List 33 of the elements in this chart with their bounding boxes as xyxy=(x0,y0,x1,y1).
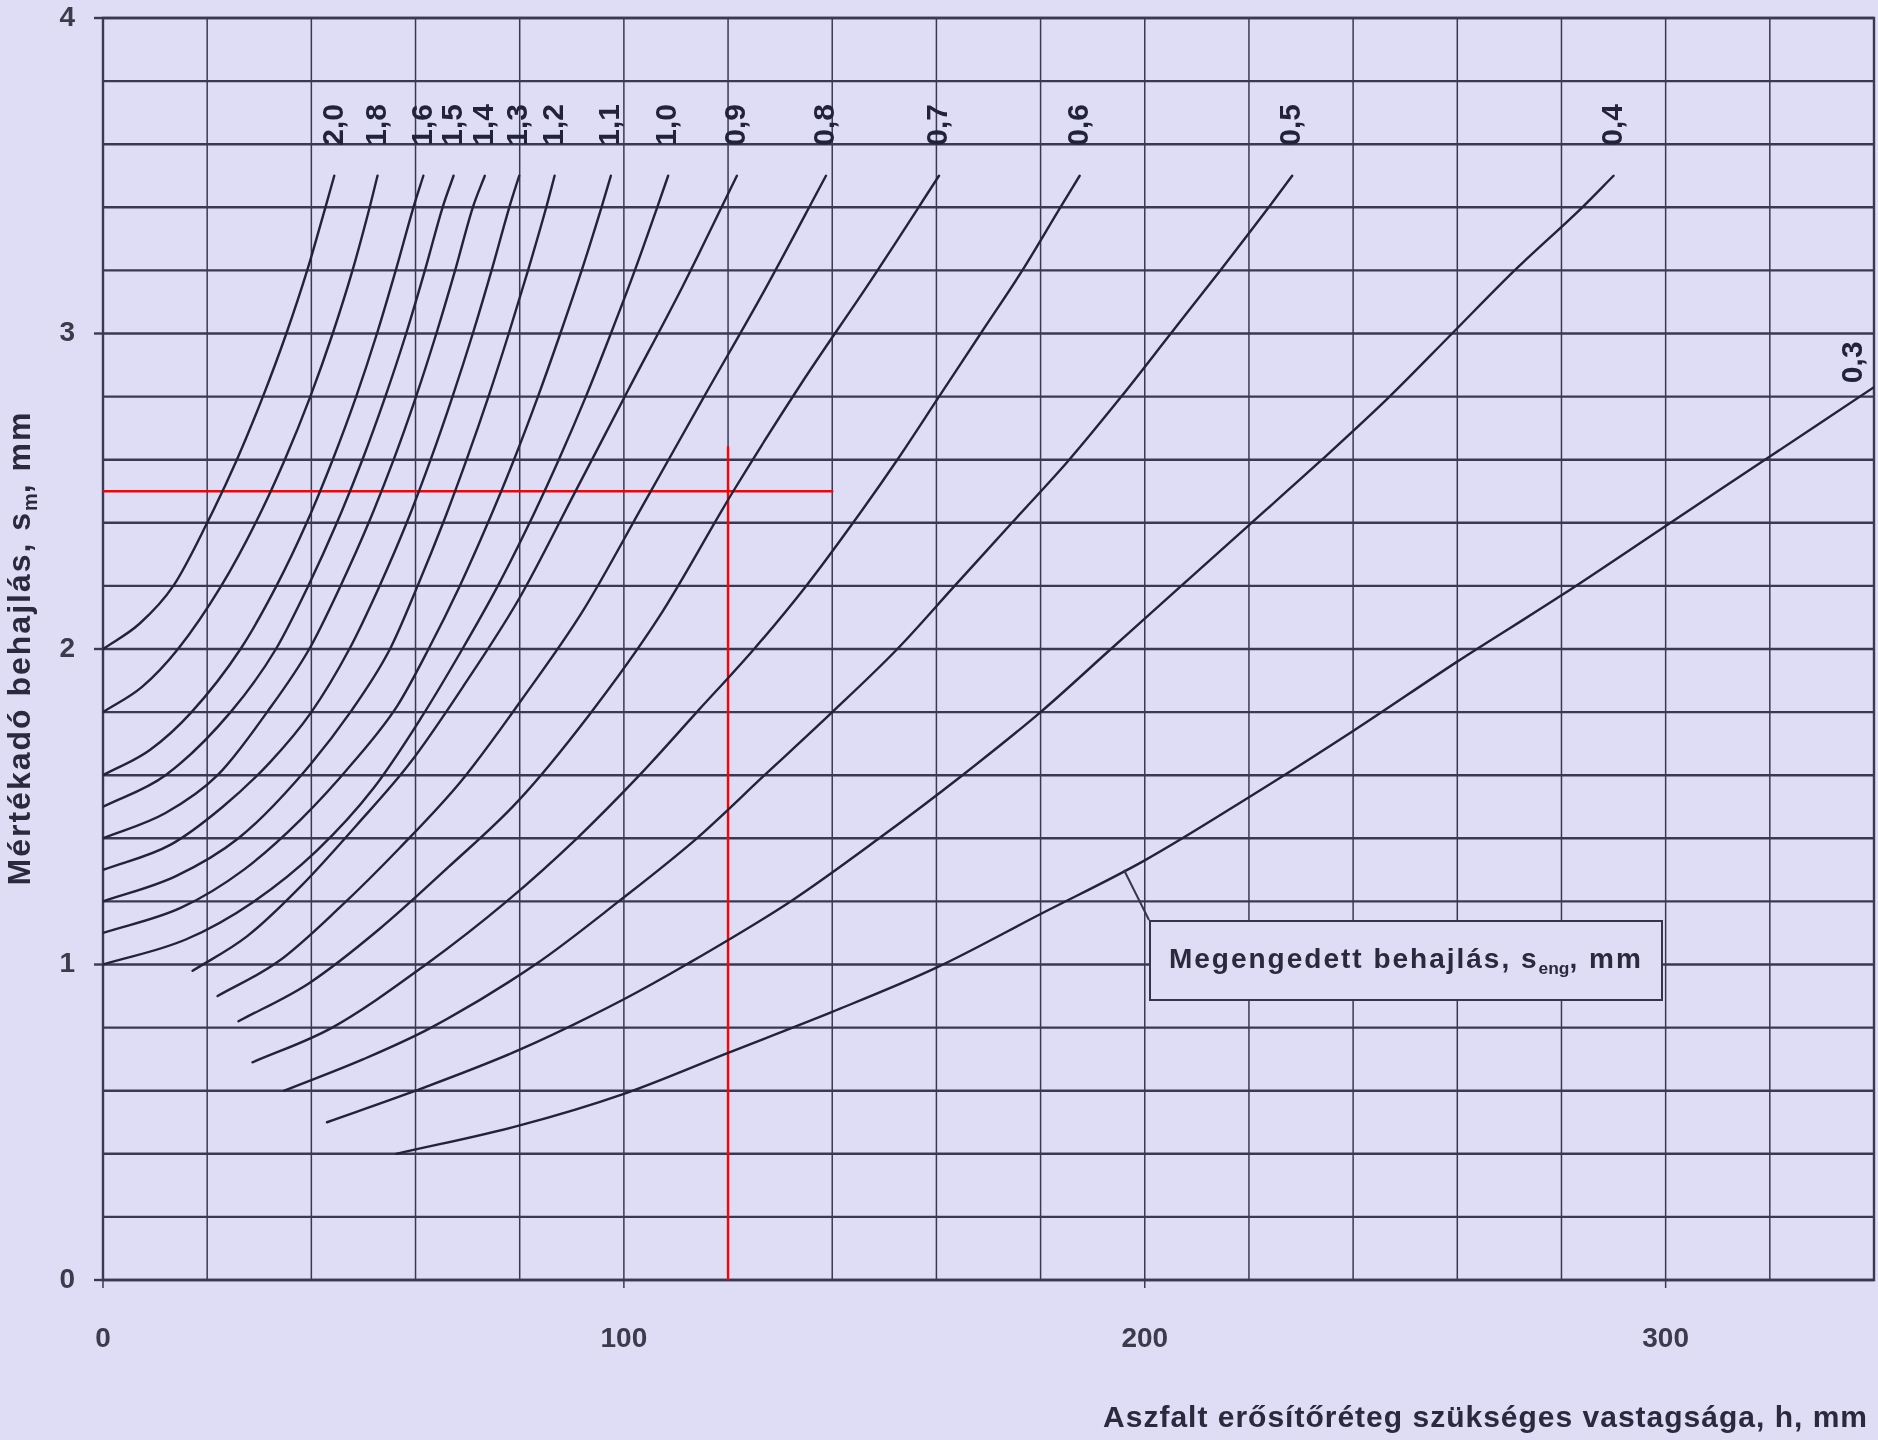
text: 0,8 xyxy=(807,104,841,146)
text: 0,9 xyxy=(718,104,752,146)
text: 0,7 xyxy=(920,104,954,146)
y-tick-label: 1 xyxy=(59,947,75,979)
text: 0,6 xyxy=(1060,104,1094,146)
text: 2,0 xyxy=(315,104,349,146)
x-tick-label: 0 xyxy=(95,1321,111,1353)
line-series xyxy=(103,174,379,714)
line-series xyxy=(251,174,1081,1064)
x-axis-title: Aszfalt erősítőréteg szükséges vastagsága, h, mm xyxy=(1103,1400,1868,1433)
y-tick-label: 2 xyxy=(59,631,75,663)
y-tick-label: 4 xyxy=(59,0,76,32)
text: 1,2 xyxy=(535,104,569,146)
line-series xyxy=(395,385,1874,1155)
text: 0,3 xyxy=(1835,341,1869,384)
x-tick-label: 200 xyxy=(1121,1321,1169,1353)
line-series xyxy=(237,174,941,1023)
text: 1,1 xyxy=(592,104,626,146)
text: 1,8 xyxy=(358,104,392,146)
y-tick-label: 0 xyxy=(59,1262,75,1294)
line-series xyxy=(103,174,336,651)
text: 1,3 xyxy=(500,104,534,146)
line-series xyxy=(216,174,828,998)
text: 1,0 xyxy=(649,104,683,146)
x-tick-label: 100 xyxy=(600,1321,648,1353)
text: 1,6 xyxy=(404,104,438,146)
annotation: Megengedett behajlás, s$_{eng}$, mm xyxy=(1148,919,1663,1001)
y-tick-label: 3 xyxy=(59,316,75,348)
text: 0,4 xyxy=(1594,103,1628,146)
line-series xyxy=(191,174,739,973)
text: 1,4 xyxy=(466,103,500,146)
text: 0,5 xyxy=(1273,104,1307,146)
x-tick-label: 300 xyxy=(1642,1321,1690,1353)
